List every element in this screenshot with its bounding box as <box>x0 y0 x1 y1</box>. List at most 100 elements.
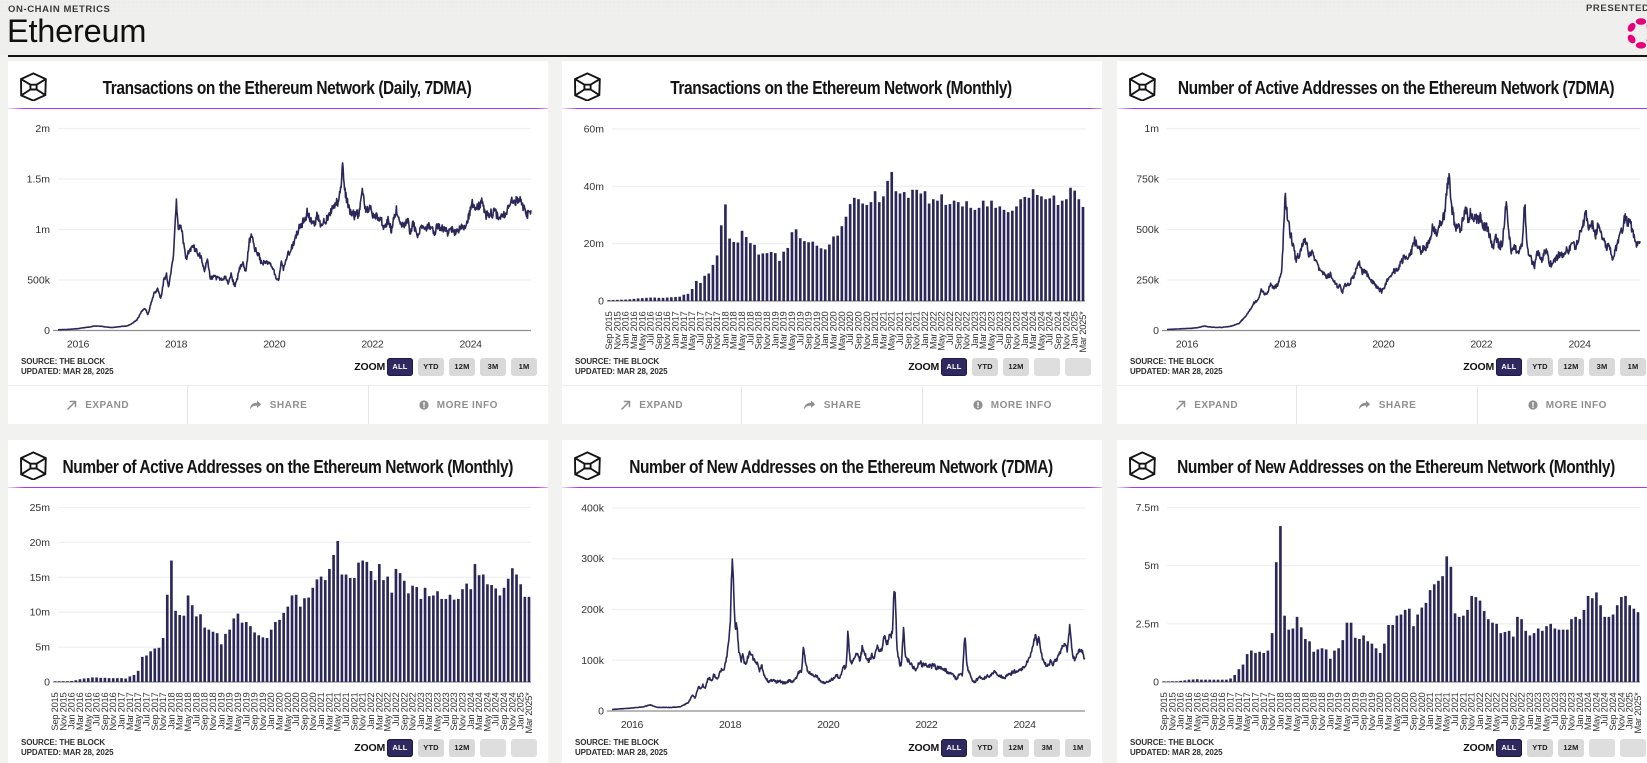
svg-text:Nov 2018: Nov 2018 <box>207 692 218 730</box>
svg-text:Sep 2017: Sep 2017 <box>149 692 160 730</box>
svg-text:Nov 2016: Nov 2016 <box>661 311 672 349</box>
svg-text:May 2018: May 2018 <box>736 311 747 350</box>
svg-text:May 2017: May 2017 <box>1241 692 1252 731</box>
svg-text:Sep 2021: Sep 2021 <box>1457 692 1468 730</box>
svg-text:Mar 2025*: Mar 2025* <box>523 692 534 734</box>
svg-text:5m: 5m <box>1144 560 1159 572</box>
svg-text:Jul 2016: Jul 2016 <box>645 311 656 344</box>
svg-text:Nov 2019: Nov 2019 <box>1366 692 1377 730</box>
svg-text:Jul 2021: Jul 2021 <box>894 311 905 344</box>
svg-text:Mar 2020: Mar 2020 <box>274 692 285 730</box>
svg-text:Nov 2018: Nov 2018 <box>761 311 772 349</box>
svg-text:May 2021: May 2021 <box>886 311 897 350</box>
svg-text:2016: 2016 <box>67 339 90 351</box>
svg-text:Sep 2017: Sep 2017 <box>1258 692 1269 730</box>
svg-text:Jan 2018: Jan 2018 <box>165 692 176 729</box>
svg-text:Jul 2024: Jul 2024 <box>490 692 501 725</box>
svg-text:Sep 2022: Sep 2022 <box>952 311 963 349</box>
svg-text:0: 0 <box>44 677 50 689</box>
svg-text:Sep 2019: Sep 2019 <box>803 311 814 349</box>
svg-text:May 2017: May 2017 <box>132 692 143 731</box>
svg-text:Nov 2015: Nov 2015 <box>57 692 68 730</box>
svg-text:Sep 2018: Sep 2018 <box>753 311 764 349</box>
svg-text:Mar 2018: Mar 2018 <box>174 692 185 730</box>
svg-text:May 2016: May 2016 <box>1191 692 1202 731</box>
svg-text:Jan 2018: Jan 2018 <box>1274 692 1285 729</box>
svg-text:Sep 2016: Sep 2016 <box>1208 692 1219 730</box>
svg-text:Jan 2021: Jan 2021 <box>315 692 326 729</box>
svg-text:60m: 60m <box>584 124 605 136</box>
svg-text:Jan 2024: Jan 2024 <box>1574 692 1585 729</box>
svg-text:Jul 2016: Jul 2016 <box>91 692 102 725</box>
svg-text:2024: 2024 <box>1014 719 1037 731</box>
svg-text:May 2023: May 2023 <box>986 311 997 350</box>
svg-text:Jul 2022: Jul 2022 <box>944 311 955 344</box>
svg-text:May 2016: May 2016 <box>636 311 647 350</box>
svg-text:Sep 2015: Sep 2015 <box>1158 692 1169 730</box>
svg-text:Sep 2022: Sep 2022 <box>398 692 409 730</box>
svg-text:Nov 2023: Nov 2023 <box>1010 311 1021 349</box>
svg-text:Jul 2019: Jul 2019 <box>240 692 251 725</box>
svg-text:Mar 2016: Mar 2016 <box>1183 692 1194 730</box>
svg-text:May 2024: May 2024 <box>1035 311 1046 350</box>
svg-text:Sep 2015: Sep 2015 <box>49 692 60 730</box>
svg-text:2018: 2018 <box>1274 339 1297 351</box>
svg-text:Jul 2021: Jul 2021 <box>1449 692 1460 725</box>
svg-text:Jan 2020: Jan 2020 <box>265 692 276 729</box>
svg-text:Jan 2022: Jan 2022 <box>365 692 376 729</box>
svg-text:Sep 2024: Sep 2024 <box>1052 311 1063 349</box>
svg-text:Jul 2017: Jul 2017 <box>140 692 151 725</box>
svg-text:Jan 2025: Jan 2025 <box>1069 311 1080 348</box>
svg-text:Nov 2020: Nov 2020 <box>1416 692 1427 730</box>
svg-text:Jul 2016: Jul 2016 <box>1200 692 1211 725</box>
svg-text:0: 0 <box>598 706 604 718</box>
svg-text:Mar 2016: Mar 2016 <box>628 311 639 349</box>
svg-text:Jan 2019: Jan 2019 <box>769 311 780 348</box>
svg-text:May 2022: May 2022 <box>1491 692 1502 731</box>
svg-text:Jul 2020: Jul 2020 <box>1399 692 1410 725</box>
svg-text:May 2022: May 2022 <box>382 692 393 731</box>
svg-text:2020: 2020 <box>263 339 286 351</box>
svg-text:Jul 2022: Jul 2022 <box>390 692 401 725</box>
svg-text:May 2017: May 2017 <box>686 311 697 350</box>
svg-text:1m: 1m <box>1144 123 1159 135</box>
svg-text:Jan 2022: Jan 2022 <box>919 311 930 348</box>
svg-text:Sep 2024: Sep 2024 <box>498 692 509 730</box>
svg-text:7.5m: 7.5m <box>1136 502 1160 514</box>
svg-text:400k: 400k <box>581 503 605 515</box>
svg-text:200k: 200k <box>581 604 605 616</box>
svg-text:10m: 10m <box>30 607 51 619</box>
svg-text:Mar 2019: Mar 2019 <box>1333 692 1344 730</box>
svg-text:2016: 2016 <box>621 719 644 731</box>
svg-text:May 2022: May 2022 <box>936 311 947 350</box>
svg-text:Jan 2017: Jan 2017 <box>670 311 681 348</box>
svg-text:Sep 2017: Sep 2017 <box>703 311 714 349</box>
svg-text:0: 0 <box>1153 677 1159 689</box>
svg-text:Jan 2022: Jan 2022 <box>1474 692 1485 729</box>
svg-text:Jan 2016: Jan 2016 <box>620 311 631 348</box>
svg-text:Jul 2017: Jul 2017 <box>1249 692 1260 725</box>
svg-text:Nov 2024: Nov 2024 <box>1060 311 1071 349</box>
svg-text:2024: 2024 <box>460 339 483 351</box>
svg-text:Jul 2018: Jul 2018 <box>190 692 201 725</box>
svg-text:Jul 2022: Jul 2022 <box>1499 692 1510 725</box>
svg-text:2022: 2022 <box>361 339 384 351</box>
svg-text:Jul 2017: Jul 2017 <box>694 311 705 344</box>
svg-text:Jul 2019: Jul 2019 <box>794 311 805 344</box>
svg-text:Sep 2018: Sep 2018 <box>199 692 210 730</box>
svg-text:Nov 2017: Nov 2017 <box>1266 692 1277 730</box>
svg-text:300k: 300k <box>581 553 605 565</box>
svg-text:Mar 2018: Mar 2018 <box>1283 692 1294 730</box>
svg-text:May 2021: May 2021 <box>332 692 343 731</box>
svg-text:Jul 2019: Jul 2019 <box>1349 692 1360 725</box>
svg-text:Jan 2025: Jan 2025 <box>515 692 526 729</box>
svg-text:Jul 2021: Jul 2021 <box>340 692 351 725</box>
svg-text:Sep 2023: Sep 2023 <box>1557 692 1568 730</box>
svg-text:May 2019: May 2019 <box>232 692 243 731</box>
svg-text:Nov 2019: Nov 2019 <box>811 311 822 349</box>
svg-text:Mar 2024: Mar 2024 <box>473 692 484 730</box>
svg-text:Jan 2023: Jan 2023 <box>415 692 426 729</box>
svg-text:May 2024: May 2024 <box>481 692 492 731</box>
svg-text:May 2021: May 2021 <box>1441 692 1452 731</box>
svg-text:Sep 2016: Sep 2016 <box>653 311 664 349</box>
